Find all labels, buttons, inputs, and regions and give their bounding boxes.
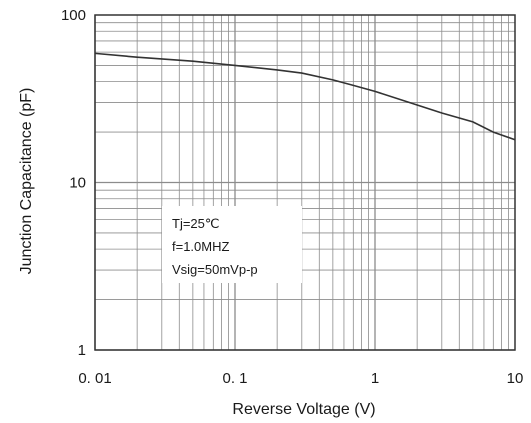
series-line [94, 52, 516, 141]
x-tick-labels: 0. 01 0. 1 1 10 [78, 370, 523, 387]
x-tick-label: 0. 01 [78, 370, 111, 387]
x-tick-label: 1 [371, 370, 379, 387]
annotation-temperature: Tj=25℃ [172, 216, 219, 231]
annotation-background [162, 206, 302, 283]
x-tick-label: 0. 1 [222, 370, 247, 387]
y-tick-label: 10 [69, 175, 86, 192]
annotation-box: Tj=25℃ f=1.0MHZ Vsig=50mVp-p [162, 206, 302, 283]
annotation-frequency: f=1.0MHZ [172, 239, 229, 254]
annotation-signal: Vsig=50mVp-p [172, 262, 258, 277]
plot-frame [94, 14, 516, 351]
y-axis-label: Junction Capacitance (pF) [18, 88, 35, 275]
x-axis-label: Reverse Voltage (V) [232, 401, 375, 418]
y-tick-label: 100 [61, 7, 86, 24]
x-tick-label: 10 [507, 370, 524, 387]
series-points [95, 53, 515, 139]
y-tick-labels: 1 10 100 [61, 7, 86, 359]
y-tick-label: 1 [78, 342, 86, 359]
